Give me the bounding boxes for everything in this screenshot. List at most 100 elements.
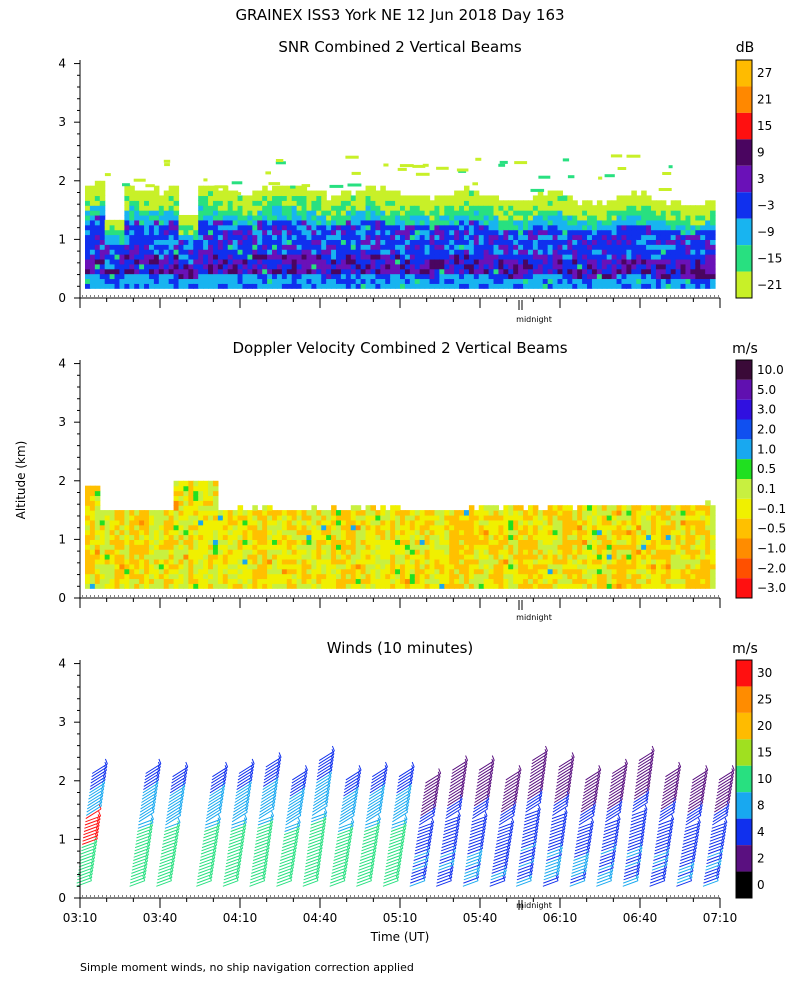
snr-cell [700, 249, 706, 254]
doppler-cell [183, 481, 189, 486]
snr-cell [602, 235, 608, 240]
doppler-cell [700, 510, 706, 515]
doppler-cell [247, 574, 253, 579]
doppler-cell [636, 544, 642, 549]
doppler-cell [449, 559, 455, 564]
snr-cell [238, 225, 244, 230]
doppler-cell [705, 544, 711, 549]
doppler-cell [444, 569, 450, 574]
doppler-cell [420, 535, 426, 540]
doppler-cell [444, 583, 450, 588]
snr-cell [361, 239, 367, 244]
doppler-cell [636, 530, 642, 535]
doppler-cell [685, 525, 691, 530]
snr-cell [582, 220, 588, 225]
doppler-cell [494, 535, 500, 540]
snr-cell [306, 195, 312, 200]
snr-cell [174, 283, 180, 288]
snr-cell [380, 269, 386, 274]
doppler-cell [129, 559, 135, 564]
doppler-cell [321, 520, 327, 525]
snr-cell [449, 239, 455, 244]
snr-cell [100, 259, 106, 264]
snr-cell [267, 225, 273, 230]
doppler-cell [548, 574, 554, 579]
doppler-cell [513, 520, 519, 525]
y-tick-label: 4 [58, 57, 66, 71]
snr-cell [498, 164, 505, 167]
snr-cell [666, 210, 672, 215]
doppler-cell [587, 578, 593, 583]
doppler-cell [154, 549, 160, 554]
doppler-cell [685, 544, 691, 549]
doppler-cell [710, 569, 716, 574]
snr-cell [154, 249, 160, 254]
doppler-cell [198, 574, 204, 579]
snr-cell [641, 254, 647, 259]
doppler-cell [685, 549, 691, 554]
snr-cell [218, 269, 224, 274]
snr-cell [710, 235, 716, 240]
doppler-cell [149, 574, 155, 579]
snr-cell [228, 274, 234, 279]
doppler-cell [287, 515, 293, 520]
doppler-cell [105, 564, 111, 569]
doppler-cell [233, 564, 239, 569]
snr-cell [469, 264, 475, 269]
snr-cell [223, 249, 229, 254]
doppler-cell [203, 515, 209, 520]
snr-cell [154, 264, 160, 269]
snr-cell [415, 264, 421, 269]
doppler-cell [489, 564, 495, 569]
snr-cell [479, 215, 485, 220]
snr-cell [267, 249, 273, 254]
snr-cell [287, 239, 293, 244]
doppler-cell [105, 530, 111, 535]
snr-cell [370, 264, 376, 269]
doppler-cell [508, 578, 514, 583]
doppler-cell [410, 535, 416, 540]
doppler-cell [326, 578, 332, 583]
snr-cell [405, 264, 411, 269]
snr-cell [612, 274, 618, 279]
snr-cell [223, 269, 229, 274]
doppler-cell [449, 530, 455, 535]
snr-cell [558, 259, 564, 264]
snr-cell [710, 259, 716, 264]
snr-cell [459, 259, 465, 264]
snr-cell [115, 274, 121, 279]
snr-cell [129, 191, 135, 196]
snr-cell [395, 225, 401, 230]
doppler-cell [257, 510, 263, 515]
doppler-cell [252, 544, 258, 549]
doppler-cell [503, 564, 509, 569]
doppler-cell [233, 530, 239, 535]
doppler-cell [105, 559, 111, 564]
doppler-cell [577, 583, 583, 588]
snr-cell [592, 235, 598, 240]
doppler-cell [198, 525, 204, 530]
doppler-cell [346, 525, 352, 530]
doppler-cell [272, 578, 278, 583]
doppler-cell [602, 520, 608, 525]
snr-cell [228, 264, 234, 269]
doppler-cell [90, 539, 96, 544]
snr-cell [562, 249, 568, 254]
snr-cell [528, 235, 534, 240]
doppler-cell [198, 554, 204, 559]
doppler-cell [159, 554, 165, 559]
snr-cell [100, 264, 106, 269]
doppler-cell [95, 530, 101, 535]
snr-cell [90, 239, 96, 244]
doppler-cell [710, 510, 716, 515]
snr-cell [129, 195, 135, 200]
snr-cell [243, 205, 249, 210]
snr-cell [346, 235, 352, 240]
doppler-cell [484, 525, 490, 530]
doppler-cell [149, 539, 155, 544]
doppler-cell [700, 520, 706, 525]
snr-cell [272, 254, 278, 259]
doppler-cell [188, 564, 194, 569]
snr-cell [154, 205, 160, 210]
snr-cell [282, 215, 288, 220]
